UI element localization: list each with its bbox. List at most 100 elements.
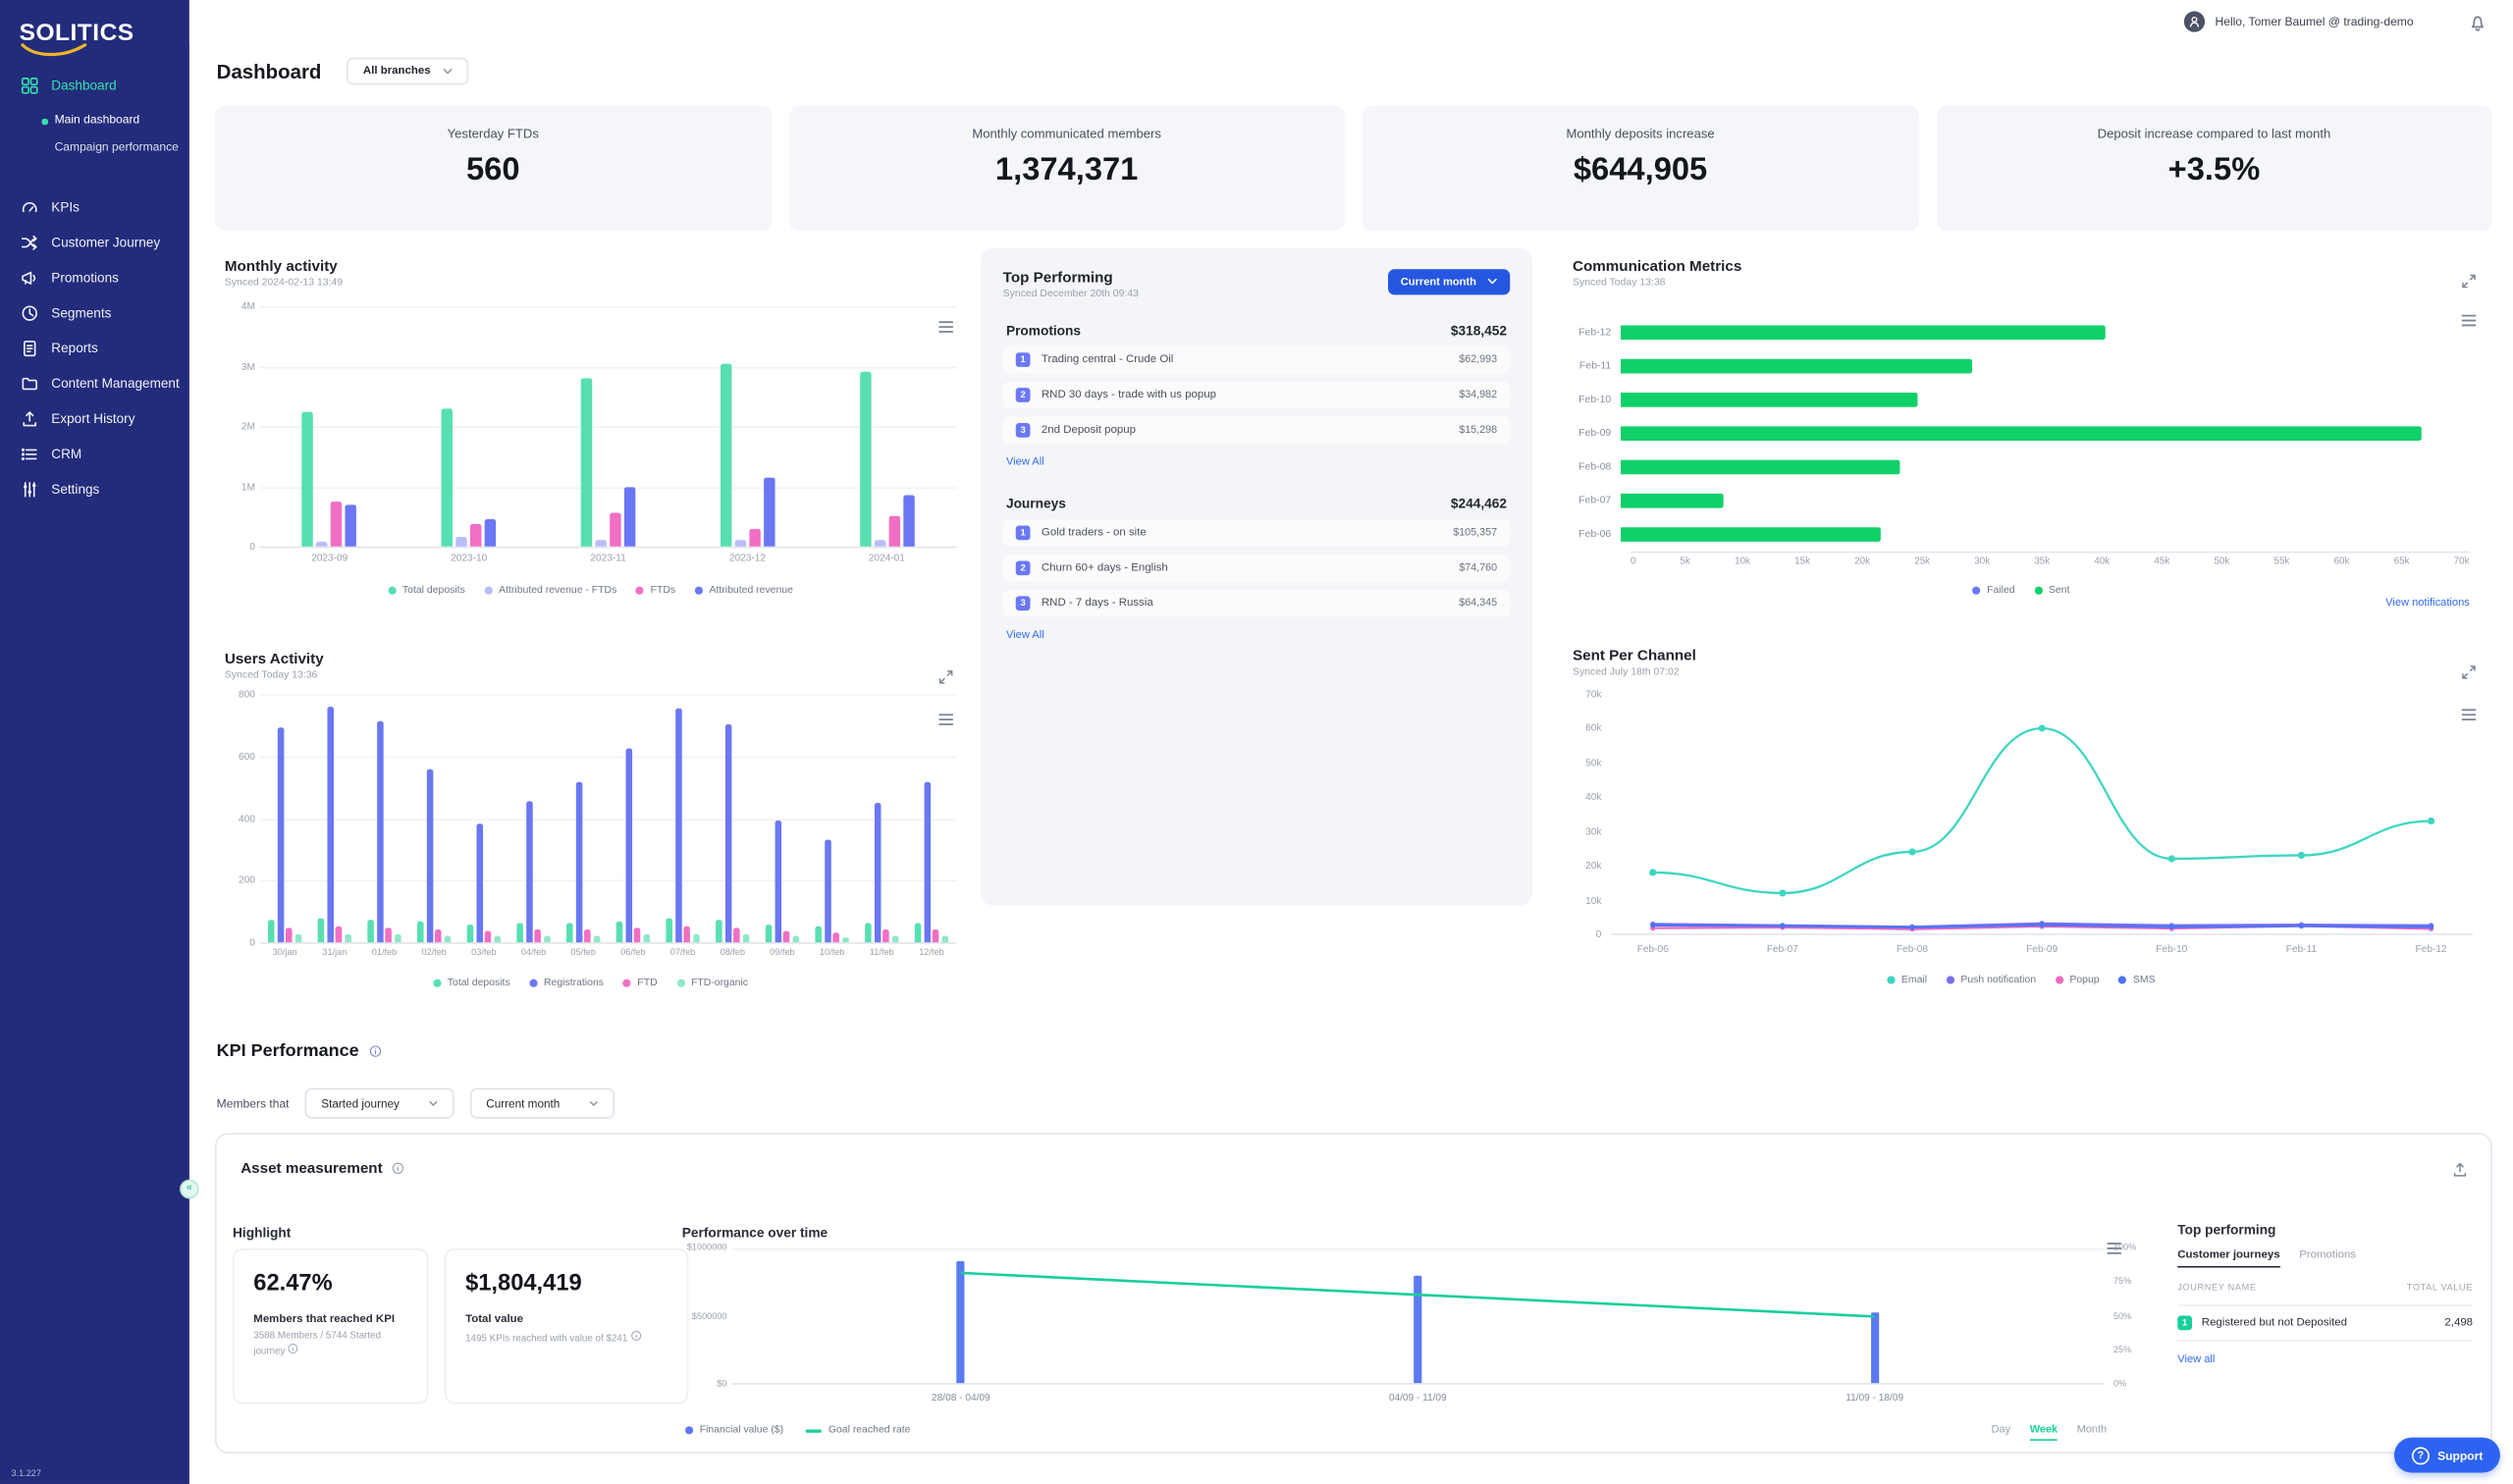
bar-sent xyxy=(1621,393,1918,407)
list-item[interactable]: 3 2nd Deposit popup $15,298 xyxy=(1002,416,1511,445)
list-item[interactable]: 3 RND - 7 days - Russia $64,345 xyxy=(1002,589,1511,617)
period-value: Current month xyxy=(1400,276,1476,289)
monthly-activity-chart: 4M 3M 2M 1M 0 xyxy=(241,301,957,553)
sidebar-collapse-button[interactable]: « xyxy=(180,1179,199,1199)
chart-menu-icon[interactable] xyxy=(2107,1234,2122,1262)
table-row[interactable]: 1 Registered but not Deposited 2,498 xyxy=(2177,1304,2474,1342)
expand-icon[interactable] xyxy=(938,663,953,692)
bar-registrations xyxy=(476,823,483,943)
logo[interactable]: SOLITICS xyxy=(0,0,189,57)
stats-row: Yesterday FTDs 560 Monthly communicated me… xyxy=(215,105,2492,232)
section-header: Promotions $318,452 xyxy=(1003,322,1511,338)
chart-menu-icon[interactable] xyxy=(938,312,954,341)
x-axis-label: Feb-09 xyxy=(2026,943,2059,956)
bar-financial-value xyxy=(1414,1275,1422,1384)
item-value: $15,298 xyxy=(1459,424,1498,437)
bar-ftd xyxy=(286,928,293,943)
legend-item-push-notification[interactable]: Push notification xyxy=(1946,975,2036,985)
view-all-link[interactable]: View All xyxy=(1005,456,1044,468)
chart-menu-icon[interactable] xyxy=(2461,701,2477,729)
legend-label: Total deposits xyxy=(401,584,465,597)
x-axis-label: 12/feb xyxy=(919,948,944,959)
info-icon[interactable] xyxy=(630,1330,641,1341)
list-item[interactable]: 1 Trading central - Crude Oil $62,993 xyxy=(1002,345,1511,374)
tab-promotions[interactable]: Promotions xyxy=(2299,1249,2357,1262)
legend-item-popup[interactable]: Popup xyxy=(2055,975,2100,985)
period-filter-dropdown[interactable]: Current month xyxy=(469,1087,615,1119)
bar-ftd-organic xyxy=(891,935,899,943)
sidebar-item-segments[interactable]: Segments xyxy=(0,294,189,330)
list-item[interactable]: 1 Gold traders - on site $105,357 xyxy=(1002,519,1511,547)
branch-filter-dropdown[interactable]: All branches xyxy=(347,57,469,85)
sidebar-item-kpis[interactable]: KPIs xyxy=(0,189,189,225)
bar-total-deposits xyxy=(720,363,732,547)
x-axis-label: Feb-10 xyxy=(2156,943,2188,956)
view-notifications-link[interactable]: View notifications xyxy=(2385,598,2470,610)
sidebar-item-reports[interactable]: Reports xyxy=(0,330,189,365)
data-point xyxy=(2428,924,2434,930)
x-axis-tick: 70k xyxy=(2453,557,2470,568)
bar-group-31-jan xyxy=(309,694,359,943)
expand-icon[interactable] xyxy=(2462,268,2477,296)
legend-item-ftds[interactable]: FTDs xyxy=(635,585,675,596)
journey-icon xyxy=(21,234,38,251)
legend-swatch xyxy=(622,979,631,987)
chart-menu-icon[interactable] xyxy=(938,705,954,733)
notifications-bell-icon[interactable] xyxy=(2468,12,2487,31)
comm-row-feb-10: Feb-10 xyxy=(1573,383,2470,416)
data-point xyxy=(2297,851,2306,860)
chart-legend: Total deposits Registrations FTD FTD-organi… xyxy=(215,978,966,988)
sidebar-item-dashboard[interactable]: Dashboard xyxy=(0,68,189,103)
expand-icon[interactable] xyxy=(2462,659,2477,687)
bar-group-10-feb xyxy=(807,694,857,943)
view-all-link[interactable]: View all xyxy=(2177,1353,2216,1366)
legend-item-failed[interactable]: Failed xyxy=(1972,585,2015,596)
bar-ftd-organic xyxy=(294,934,301,943)
period-dropdown[interactable]: Current month xyxy=(1387,269,1511,295)
performance-label: Performance over time xyxy=(681,1224,829,1241)
support-button[interactable]: ? Support xyxy=(2393,1437,2501,1473)
legend-item-total-deposits[interactable]: Total deposits xyxy=(388,585,465,596)
export-icon[interactable] xyxy=(2452,1157,2468,1186)
legend-item-registrations[interactable]: Registrations xyxy=(529,978,604,988)
sidebar-subitem-campaign-performance[interactable]: Campaign performance xyxy=(54,139,179,154)
sidebar-item-crm[interactable]: CRM xyxy=(0,436,189,471)
x-axis: 0 5k 10k 15k 20k 25k 30k 35k 40k 45k 50k 55k 60k 65k 7… xyxy=(1630,551,2470,568)
bar-total-deposits xyxy=(566,924,573,943)
info-icon[interactable] xyxy=(288,1344,298,1354)
legend-item-sent[interactable]: Sent xyxy=(2034,585,2069,596)
sidebar-item-export-history[interactable]: Export History xyxy=(0,400,189,436)
legend-item-ftd-organic[interactable]: FTD-organic xyxy=(676,978,748,988)
view-all-link[interactable]: View All xyxy=(1005,629,1044,642)
range-option-day[interactable]: Day xyxy=(1991,1424,2011,1436)
list-item[interactable]: 2 Churn 60+ days - English $74,760 xyxy=(1002,554,1511,582)
legend-item-financial-value[interactable]: Financial value ($) xyxy=(685,1425,783,1436)
range-option-month[interactable]: Month xyxy=(2076,1424,2108,1436)
sidebar-item-settings[interactable]: Settings xyxy=(0,471,189,506)
legend-item-ftd[interactable]: FTD xyxy=(622,978,658,988)
legend-item-total-deposits[interactable]: Total deposits xyxy=(433,978,510,988)
info-icon[interactable] xyxy=(392,1162,404,1175)
kpi-filters: Members that Started journey Current mon… xyxy=(217,1087,615,1119)
legend-item-sms[interactable]: SMS xyxy=(2118,975,2156,985)
journey-filter-dropdown[interactable]: Started journey xyxy=(304,1087,454,1119)
sidebar-item-promotions[interactable]: Promotions xyxy=(0,260,189,295)
legend-item-goal-reached-rate[interactable]: Goal reached rate xyxy=(805,1425,911,1436)
bar-group-09-feb xyxy=(758,694,808,943)
sidebar-subitem-main-dashboard[interactable]: Main dashboard xyxy=(0,106,189,133)
legend-item-attributed-revenue-ftds[interactable]: Attributed revenue - FTDs xyxy=(484,585,616,596)
legend-item-email[interactable]: Email xyxy=(1887,975,1927,985)
legend-item-attributed-revenue[interactable]: Attributed revenue xyxy=(694,585,793,596)
tab-customer-journeys[interactable]: Customer journeys xyxy=(2177,1250,2280,1268)
avatar[interactable] xyxy=(2184,11,2206,32)
section-total: $318,452 xyxy=(1450,322,1507,339)
sidebar-item-content-management[interactable]: Content Management xyxy=(0,365,189,400)
sidebar-item-customer-journey[interactable]: Customer Journey xyxy=(0,225,189,260)
chart-menu-icon[interactable] xyxy=(2461,306,2477,335)
sidebar-item-label: Reports xyxy=(51,340,98,356)
bar-ftd-organic xyxy=(643,934,650,943)
range-option-week[interactable]: Week xyxy=(2029,1425,2059,1441)
list-item[interactable]: 2 RND 30 days - trade with us popup $34,98… xyxy=(1002,381,1511,409)
section-title: KPI Performance xyxy=(216,1041,359,1061)
info-icon[interactable] xyxy=(368,1045,381,1058)
